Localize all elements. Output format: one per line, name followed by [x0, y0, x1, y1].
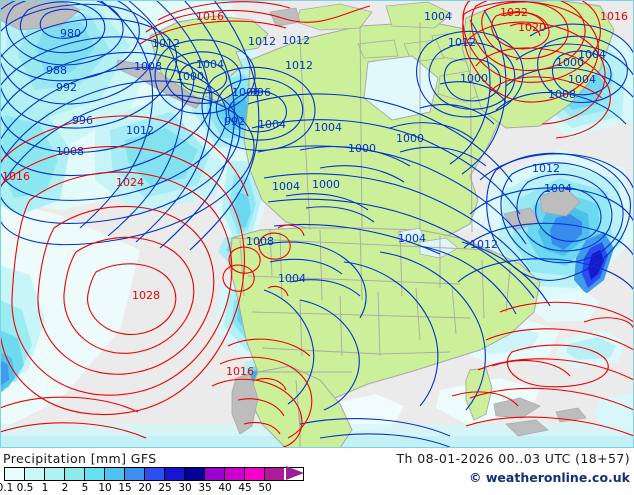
color-swatch: [25, 468, 45, 480]
color-scale-tick: 50: [258, 482, 272, 494]
isobar-label: 1008: [134, 60, 162, 73]
color-swatch: [45, 468, 65, 480]
color-swatch: [85, 468, 105, 480]
color-scale-tick: 0.1: [0, 482, 14, 494]
color-swatch: [265, 468, 284, 480]
color-swatch: [245, 468, 265, 480]
isobar-label: 1016: [226, 365, 254, 378]
isobar-label: 988: [46, 64, 67, 77]
color-scale-tick: 0.5: [16, 482, 34, 494]
isobar-label: 1004: [258, 118, 286, 131]
color-swatch: [5, 468, 25, 480]
isobar-label: 1012: [282, 34, 310, 47]
isobar-label: 1004: [314, 121, 342, 134]
isobar-label: 980: [60, 27, 81, 40]
isobar-label: 1000: [556, 56, 584, 69]
color-swatch: [225, 468, 245, 480]
isobar-label: 1016: [2, 170, 30, 183]
isobar-label: 1008: [56, 145, 84, 158]
isobar-label: 1004: [568, 73, 596, 86]
isobar-label: 1012: [448, 36, 476, 49]
land-usa: [229, 227, 541, 413]
color-swatch: [125, 468, 145, 480]
isobar-label: 1008: [232, 86, 260, 99]
isobar-label: 1032: [500, 6, 528, 19]
color-swatch: [185, 468, 205, 480]
color-swatch: [205, 468, 225, 480]
color-scale-tick: 15: [118, 482, 132, 494]
copyright-notice: © weatheronline.co.uk: [469, 470, 630, 485]
isobar-label: 1008: [246, 235, 274, 248]
isobar-label: 1020: [518, 21, 546, 34]
isobar-label: 1004: [398, 232, 426, 245]
isobar-label: 1000: [312, 178, 340, 191]
isobar-label: 1016: [600, 10, 628, 23]
color-scale-tick: 25: [158, 482, 172, 494]
color-scale-tick: 1: [41, 482, 49, 494]
land-baja: [231, 373, 259, 435]
isobars-high: [0, 0, 634, 448]
isobar-label: 1000: [176, 70, 204, 83]
isobar-label: 1024: [116, 176, 144, 189]
legend-title: Precipitation [mm] GFS: [3, 451, 157, 466]
isobar-label: 1008: [548, 88, 576, 101]
color-swatch: [145, 468, 165, 480]
color-swatch: [65, 468, 85, 480]
isobar-label: 1012: [152, 37, 180, 50]
color-scale-overflow-arrow: [286, 466, 304, 480]
map-footer: Precipitation [mm] GFS Th 08-01-2026 00.…: [0, 448, 634, 494]
isobar-label: 996: [72, 114, 93, 127]
isobar-label: 1012: [126, 124, 154, 137]
color-scale-tick: 2: [61, 482, 69, 494]
color-scale-tick: 30: [178, 482, 192, 494]
isobar-label: 1012: [532, 162, 560, 175]
isobar-label: 1012: [248, 35, 276, 48]
political-borders: [231, 22, 511, 448]
isobar-label: 992: [56, 81, 77, 94]
precipitation-map[interactable]: 980 988 992 996 1008 1012 1008 1012 1004…: [0, 0, 634, 448]
isobar-label: 1000: [348, 142, 376, 155]
isobar-label: 1016: [196, 10, 224, 23]
isobar-label: 1004: [424, 10, 452, 23]
isobar-label: 992: [224, 115, 245, 128]
run-timestamp: Th 08-01-2026 00..03 UTC (18+57): [396, 451, 630, 466]
color-scale-tick: 40: [218, 482, 232, 494]
isobar-label: 1004: [278, 272, 306, 285]
isobar-label: 1004: [272, 180, 300, 193]
isobar-label: 1004: [544, 182, 572, 195]
color-swatch: [165, 468, 185, 480]
land-florida: [465, 367, 493, 421]
color-scale-tick: 20: [138, 482, 152, 494]
color-scale-bar: [4, 467, 304, 481]
color-swatch: [105, 468, 125, 480]
isobar-label: 1012: [470, 238, 498, 251]
isobar-label: 1004: [578, 48, 606, 61]
isobar-label: 1000: [460, 72, 488, 85]
color-scale-tick: 10: [98, 482, 112, 494]
isobar-labels: 980 988 992 996 1008 1012 1008 1012 1004…: [2, 6, 628, 378]
color-scale-tick: 35: [198, 482, 212, 494]
land-aleutians: [115, 59, 201, 109]
isobar-label: 996: [250, 86, 271, 99]
color-scale-tick: 5: [81, 482, 89, 494]
isobar-label: 1028: [132, 289, 160, 302]
isobar-label: 1012: [285, 59, 313, 72]
isobar-label: 1004: [196, 58, 224, 71]
color-scale-tick: 45: [238, 482, 252, 494]
isobar-label: 1000: [396, 132, 424, 145]
